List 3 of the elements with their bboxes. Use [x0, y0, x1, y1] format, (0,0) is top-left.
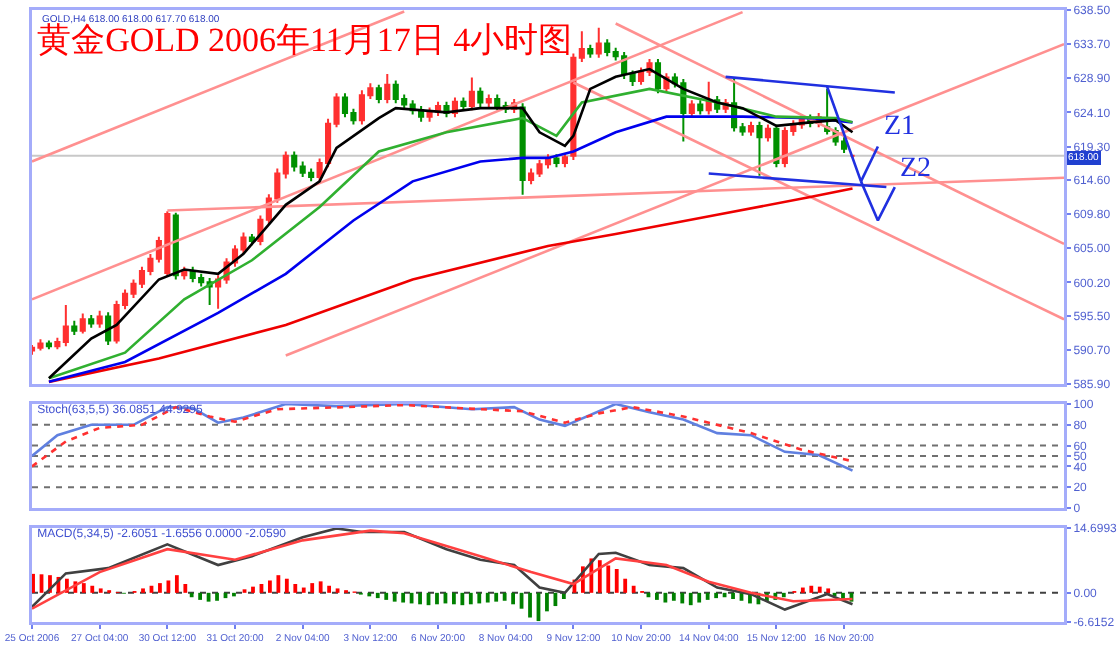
series-label: Z1: [884, 112, 916, 142]
series-label: Z2: [900, 154, 932, 184]
chart-title: 黄金GOLD 2006年11月17日 4小时图: [37, 20, 573, 59]
